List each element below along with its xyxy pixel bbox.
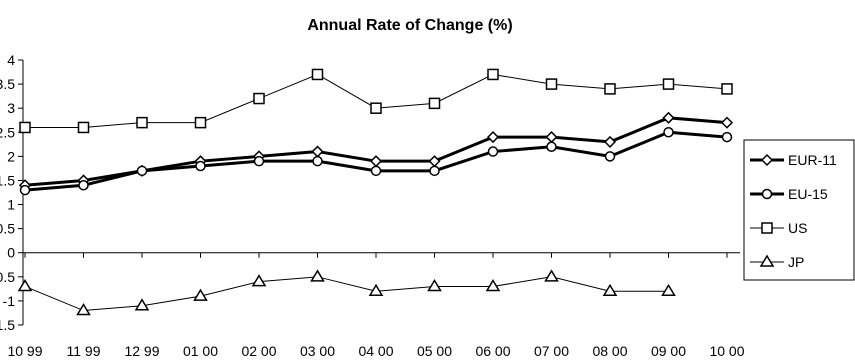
y-tick-label: -1.5 (0, 317, 15, 333)
series-layer (17, 68, 734, 316)
data-point (370, 165, 382, 177)
x-tick-label: 12 99 (124, 343, 159, 359)
data-point (19, 184, 31, 196)
data-point (136, 165, 148, 177)
data-point (544, 269, 559, 282)
data-point (428, 155, 441, 168)
y-tick-label: 0 (7, 245, 15, 261)
data-point (194, 116, 207, 129)
x-tick-label: 06 00 (475, 343, 510, 359)
x-tick-label: 02 00 (241, 343, 276, 359)
y-tick-label: 1.5 (0, 172, 15, 188)
data-point (251, 274, 267, 287)
legend-label: EUR-11 (788, 152, 837, 168)
y-tick-label: 4 (7, 52, 15, 68)
data-point (485, 278, 501, 292)
series-line (24, 276, 669, 312)
x-tick-label: 10 99 (7, 343, 42, 359)
data-point (370, 102, 382, 114)
data-point (545, 78, 558, 90)
y-tick-label: 1 (7, 197, 15, 213)
x-tick-label: 08 00 (592, 343, 627, 359)
y-tick-label: 3.5 (0, 76, 15, 92)
data-point (428, 97, 441, 110)
legend-marker (761, 222, 773, 234)
legend-marker (761, 188, 773, 200)
y-tick-label: -1 (3, 293, 16, 309)
data-point (486, 131, 500, 144)
x-tick-label: 04 00 (358, 343, 393, 359)
x-tick-label: 07 00 (534, 343, 569, 359)
data-point (311, 68, 324, 81)
data-point (603, 135, 617, 148)
data-point (369, 155, 383, 168)
data-point (662, 111, 675, 124)
x-tick-label: 05 00 (417, 343, 452, 359)
data-point (17, 278, 33, 292)
data-point (602, 283, 618, 297)
y-tick-label: 3 (7, 100, 15, 116)
data-point (78, 180, 89, 191)
series-jp (17, 269, 676, 316)
legend-label: EU-15 (788, 186, 828, 202)
data-point (721, 131, 733, 143)
legend-label: US (788, 220, 807, 236)
data-point (487, 146, 499, 157)
y-tick-label: -0.5 (0, 269, 15, 285)
data-point (312, 155, 323, 167)
data-point (721, 83, 733, 95)
data-point (311, 145, 324, 158)
legend-label: JP (788, 254, 804, 270)
x-tick-label: 03 00 (300, 343, 335, 359)
data-point (604, 83, 616, 95)
series-us (19, 68, 733, 134)
data-point (253, 155, 265, 167)
data-point (720, 116, 734, 129)
data-point (546, 141, 557, 152)
data-point (134, 298, 150, 311)
axes: 4 3.5 3 2.5 2 1.5 1 0.5 0 -0.5 -1 -1.5 10 99 11 99 12 … (0, 52, 745, 359)
series-eu-15 (19, 127, 733, 196)
data-point (662, 78, 675, 90)
series-line (25, 73, 728, 128)
data-point (487, 68, 499, 81)
legend: EUR-11 EU-15 US JP (743, 139, 855, 281)
x-tick-label: 11 99 (67, 343, 101, 359)
data-point (368, 283, 384, 297)
data-point (545, 131, 558, 144)
y-tick-label: 0.5 (0, 221, 15, 237)
y-tick-label: 2.5 (0, 124, 15, 140)
x-tick-label: 01 00 (183, 343, 218, 359)
data-point (19, 121, 31, 134)
data-point (310, 269, 325, 282)
y-tick-label: 2 (7, 148, 15, 164)
data-point (604, 151, 616, 162)
data-point (429, 165, 440, 177)
data-point (427, 278, 442, 292)
data-point (663, 127, 674, 138)
data-point (661, 283, 676, 297)
legend-marker (759, 254, 775, 267)
chart-title: Annual Rate of Change (%) (307, 17, 512, 34)
data-point (253, 92, 265, 105)
data-point (77, 121, 90, 134)
data-point (136, 116, 148, 129)
data-point (193, 288, 208, 301)
x-tick-label: 09 00 (651, 343, 686, 359)
legend-marker (760, 153, 774, 167)
data-point (76, 303, 91, 316)
legend-box (743, 139, 855, 281)
x-tick-label: 10 00 (709, 343, 744, 359)
data-point (195, 160, 206, 172)
